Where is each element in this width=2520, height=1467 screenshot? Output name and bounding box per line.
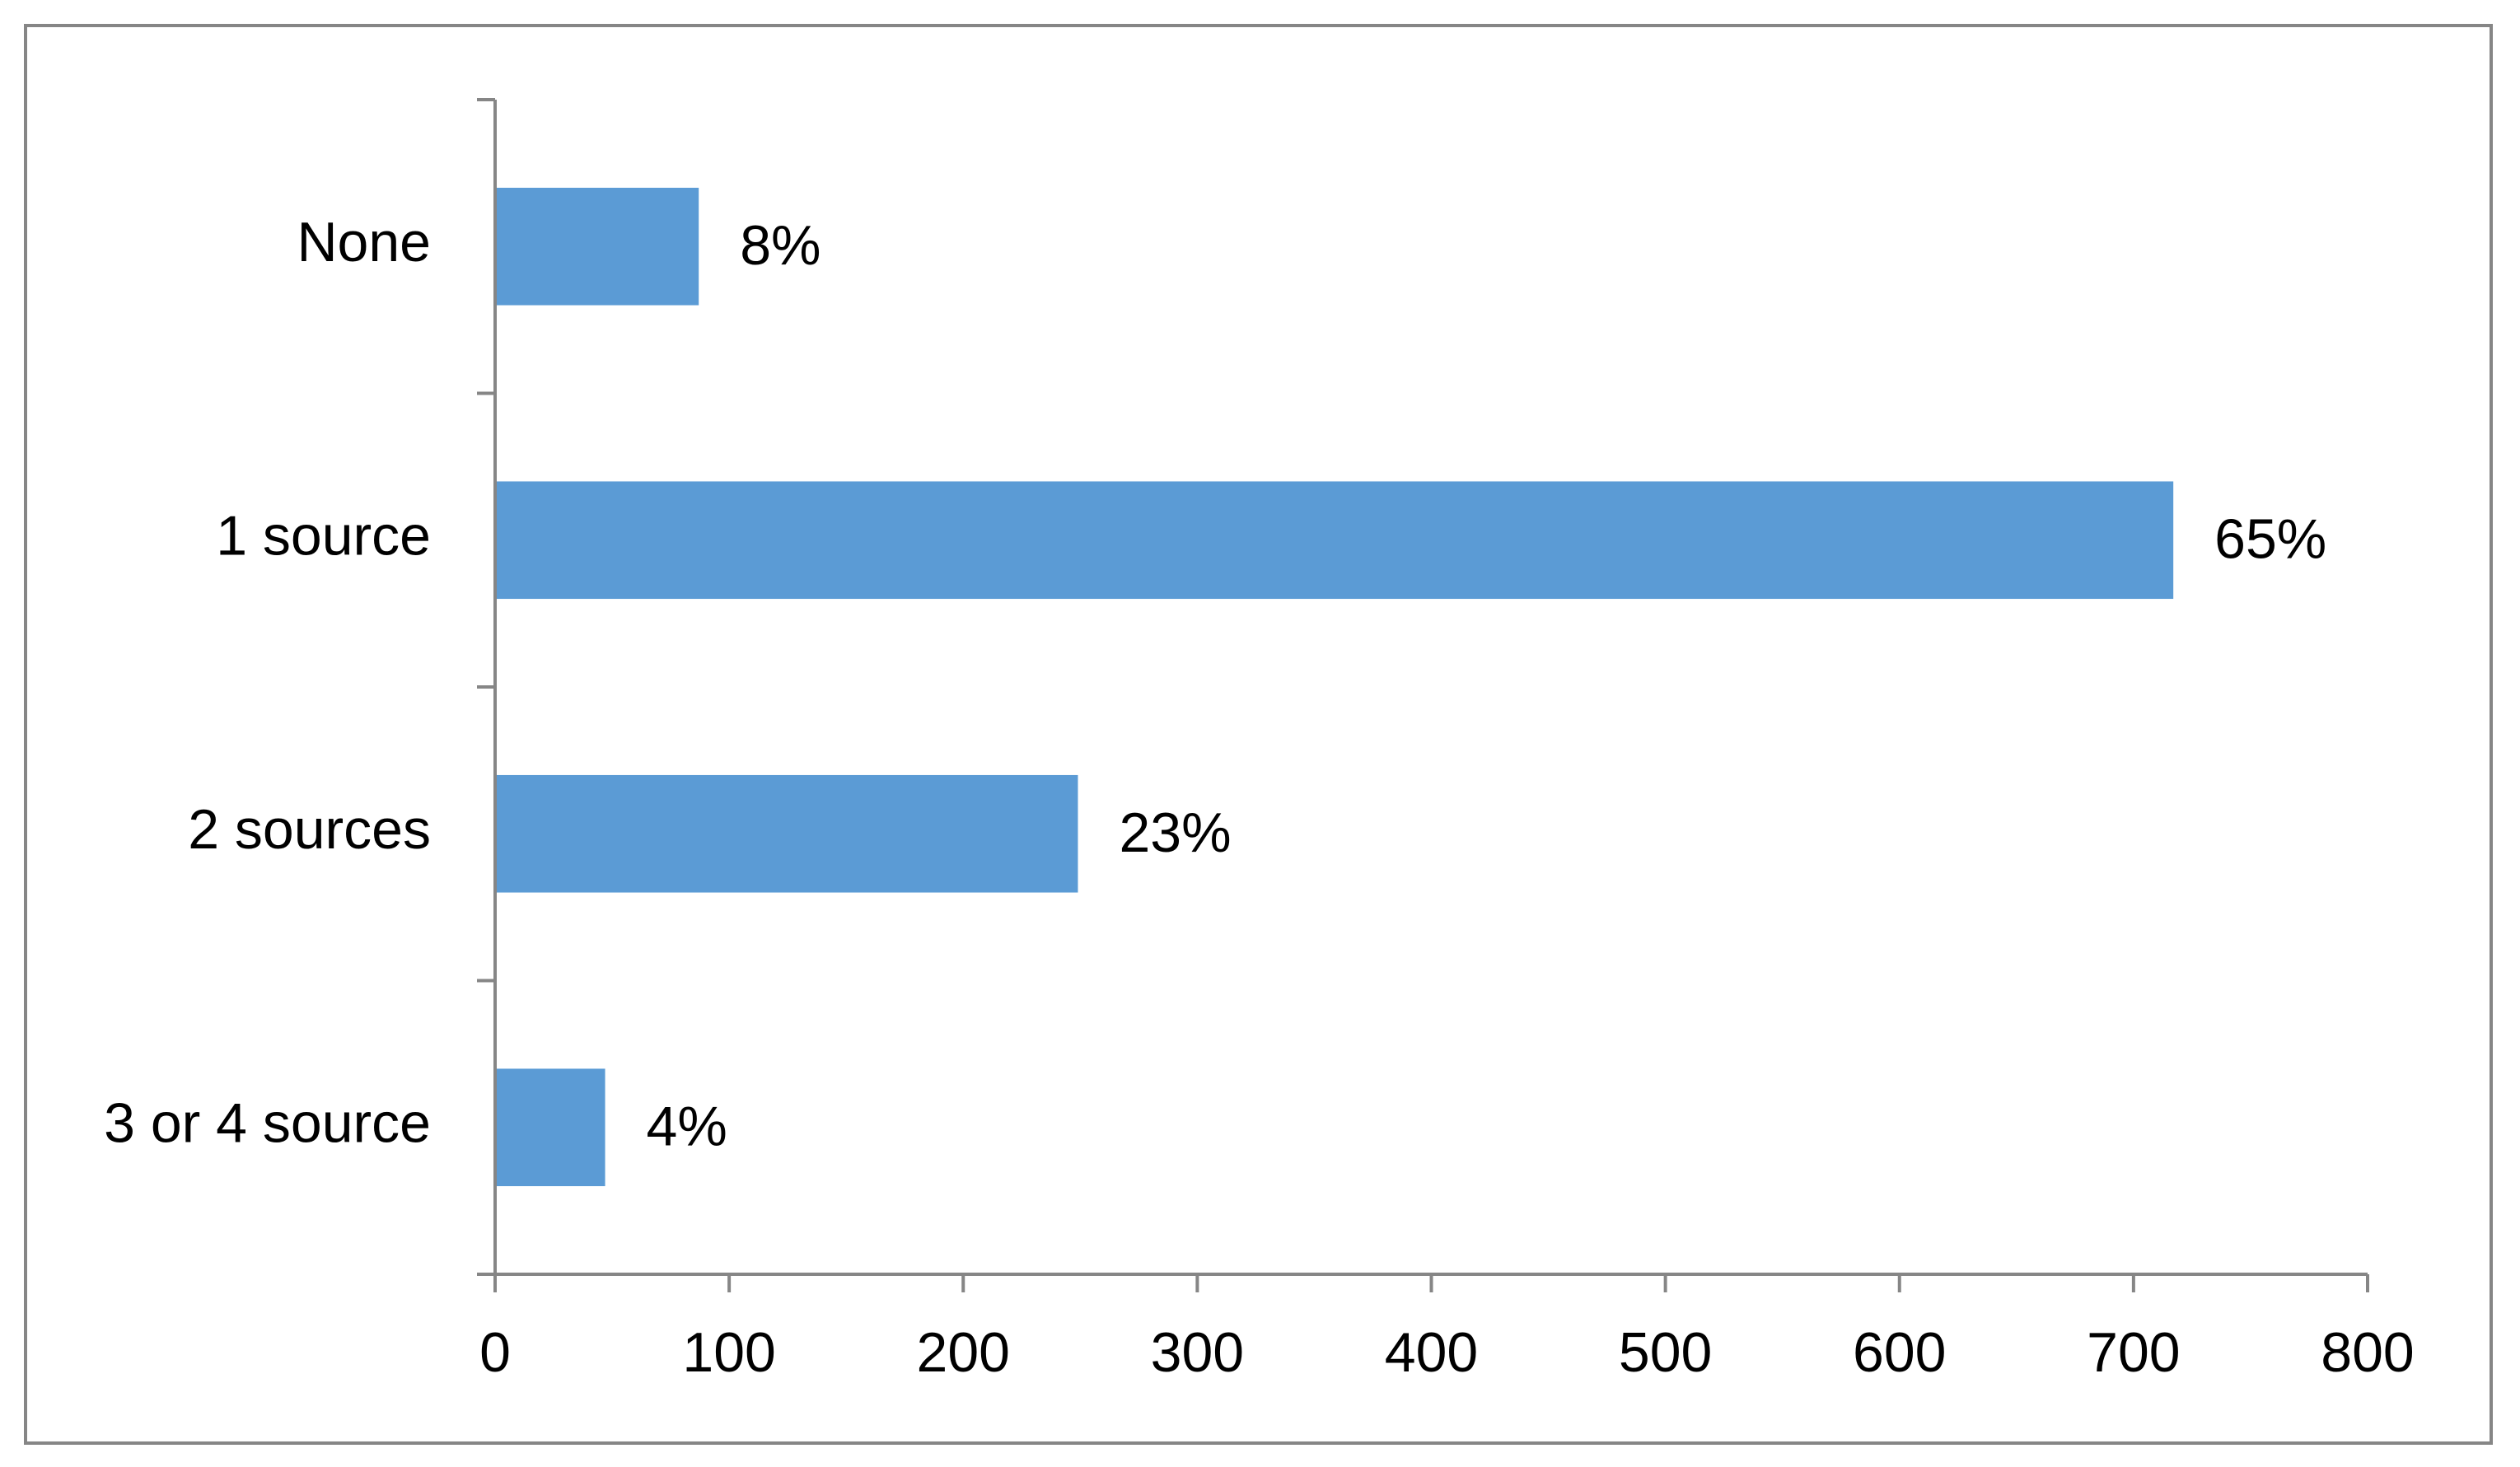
bar [495,774,1078,893]
x-tick-label: 300 [1151,1321,1244,1384]
x-tick-label: 600 [1853,1321,1946,1384]
chart-frame [24,24,2493,1445]
x-tick-label: 200 [917,1321,1010,1384]
y-tick-label: None [297,211,431,273]
x-tick-label: 100 [682,1321,775,1384]
bar [495,481,2174,600]
value-label: 23% [1119,801,1231,864]
y-tick-label: 1 source [216,505,431,568]
value-label: 8% [740,214,821,277]
x-tick-label: 0 [479,1321,511,1384]
x-tick-label: 800 [2321,1321,2414,1384]
x-tick-label: 500 [1619,1321,1712,1384]
y-tick-label: 3 or 4 source [104,1092,431,1155]
x-tick-label: 700 [2087,1321,2180,1384]
value-label: 4% [647,1096,727,1158]
value-label: 65% [2214,508,2326,571]
x-tick-label: 400 [1385,1321,1478,1384]
bar [495,187,699,306]
bar [495,1068,605,1187]
y-tick-label: 2 sources [188,798,431,861]
